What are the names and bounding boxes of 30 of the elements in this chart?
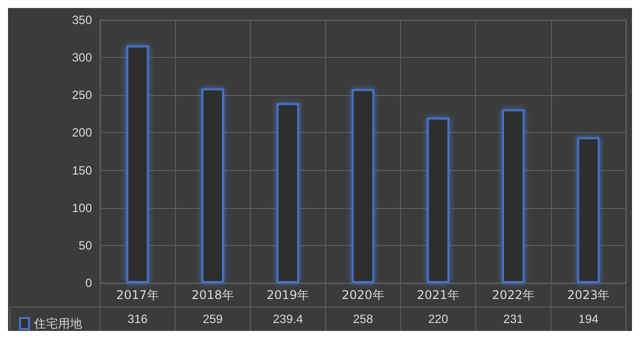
y-tick-label: 200 bbox=[72, 126, 92, 140]
bar bbox=[502, 109, 525, 283]
y-tick-label: 350 bbox=[72, 13, 92, 27]
x-tick-label: 2021年 bbox=[416, 288, 460, 302]
bar bbox=[577, 137, 600, 283]
data-label: 316 bbox=[128, 312, 148, 326]
data-label: 239.4 bbox=[272, 312, 304, 326]
data-label: 231 bbox=[503, 312, 524, 326]
y-tick-label: 50 bbox=[78, 238, 92, 252]
data-label: 258 bbox=[352, 312, 374, 326]
bar bbox=[426, 118, 450, 283]
bar bbox=[126, 46, 149, 283]
x-tick-label: 2018年 bbox=[191, 288, 234, 302]
bar bbox=[201, 88, 224, 283]
x-tick-label: 2020年 bbox=[342, 288, 384, 302]
bar bbox=[352, 89, 374, 283]
x-tick-label: 2022年 bbox=[492, 288, 535, 302]
data-label: 194 bbox=[578, 312, 599, 326]
y-tick-label: 150 bbox=[72, 163, 92, 178]
x-tick-label: 2023年 bbox=[567, 288, 610, 302]
x-tick-label: 2019年 bbox=[266, 288, 310, 302]
x-tick-label: 2017年 bbox=[116, 288, 159, 302]
y-tick-label: 250 bbox=[72, 88, 92, 102]
data-label: 259 bbox=[202, 312, 224, 326]
bar bbox=[276, 103, 300, 283]
y-tick-label: 100 bbox=[72, 200, 92, 215]
y-tick-label: 0 bbox=[85, 276, 92, 290]
data-label: 220 bbox=[428, 312, 448, 326]
y-tick-label: 300 bbox=[72, 50, 92, 65]
legend-label: 住宅用地 bbox=[33, 316, 82, 330]
